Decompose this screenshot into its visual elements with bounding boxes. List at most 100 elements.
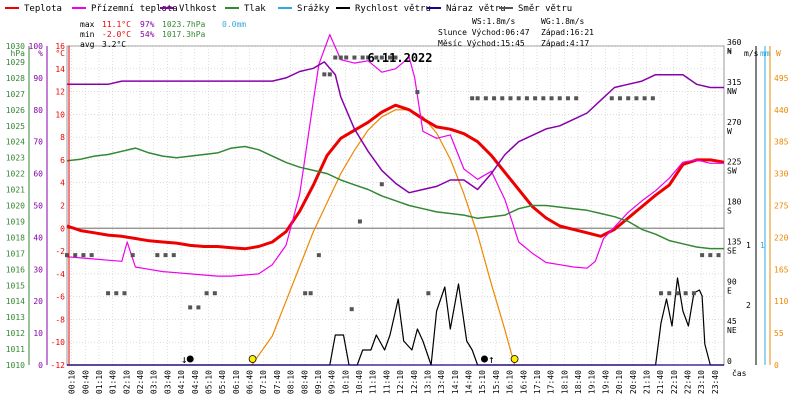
direction-tick-label: 225 [727,158,742,167]
x-tick-label: 04:40 [191,370,200,394]
percent-tick-label: 40 [33,233,43,242]
wind-direction-point [565,96,570,101]
x-tick-label: 21:40 [656,370,665,394]
wind-direction-point [557,96,562,101]
legend-label: Přízemní teplota [91,4,178,14]
direction-compass-label: NE [727,326,737,335]
wm2-tick-label: 0 [774,361,779,370]
x-tick-label: 14:40 [465,370,474,394]
celsius-tick-label: 14 [55,65,65,74]
hpa-tick-label: 1019 [6,217,25,226]
legend-label: Vlhkost [179,4,217,14]
wind-direction-point [609,96,614,101]
wind-direction-point [316,253,321,258]
wm2-tick-label: 165 [774,265,789,274]
direction-tick-label: 45 [727,317,737,326]
hpa-tick-label: 1010 [6,361,25,370]
hpa-tick-label: 1015 [6,281,25,290]
wind-direction-point [533,96,538,101]
stats-avg-temp: 3.2°C [102,40,126,49]
wind-direction-point [650,96,655,101]
legend-label: Tlak [244,4,266,14]
percent-tick-label: 10 [33,329,43,338]
wind-direction-point [374,55,379,60]
legend-label: Srážky [297,4,330,14]
sun-event-marker [510,355,519,363]
sun-moon-events: ↓ ↑ [181,353,519,366]
hpa-tick-label: 1017 [6,249,25,258]
direction-compass-label: S [727,207,732,216]
wind-direction-point [379,55,384,60]
wind-direction-point [388,55,393,60]
wind-direction-point [352,55,357,60]
x-tick-label: 01:40 [109,370,118,394]
percent-tick-label: 30 [33,265,43,274]
x-tick-label: 19:40 [601,370,610,394]
x-tick-label: 21:10 [642,370,651,394]
wind-direction-point [691,291,696,296]
wind-direction-point [308,291,313,296]
percent-tick-label: 90 [33,74,43,83]
hpa-tick-label: 1022 [6,170,25,179]
x-tick-label: 02:10 [122,370,131,394]
direction-tick-label: 0 [727,357,732,366]
moon-arrow-marker: ↑ [488,353,495,366]
celsius-tick-label: -4 [55,270,65,279]
wind-direction-point [303,291,308,296]
x-tick-label: 10:40 [355,370,364,394]
ms-tick-label: 1 [746,241,751,250]
wind-direction-point [617,96,622,101]
wind-direction-point [426,291,431,296]
celsius-tick-label: 2 [60,202,65,211]
hpa-tick-label: 1028 [6,74,25,83]
wind-direction-point [379,182,384,187]
wm2-tick-label: 385 [774,138,789,147]
wind-direction-point [470,96,475,101]
direction-tick-label: 270 [727,118,742,127]
x-tick-label: 17:10 [533,370,542,394]
direction-compass-label: E [727,286,732,295]
wind-direction-point [338,55,343,60]
stats-min-press: 1017.3hPa [162,30,206,39]
hpa-tick-label: 1020 [6,202,25,211]
stats-min-temp: -2.0°C [102,30,131,39]
wind-direction-point [357,219,362,224]
wind-direction-point [667,291,672,296]
moon-event-marker [186,355,194,363]
x-tick-label: 19:10 [588,370,597,394]
x-tick-label: 23:10 [697,370,706,394]
percent-tick-label: 70 [33,138,43,147]
mm-axis-label: mm [760,49,770,58]
x-tick-label: 15:40 [492,370,501,394]
percent-tick-label: 0 [38,361,43,370]
wind-direction-point [81,253,86,258]
wind-direction-point [483,96,488,101]
wind-direction-point [188,305,193,310]
ms-axis-label: m/s [744,49,759,58]
direction-compass-label: N [727,47,732,56]
x-tick-label: 16:10 [506,370,515,394]
stats-avg-label: avg [80,40,95,49]
celsius-tick-label: -6 [55,293,65,302]
legend: Teplota Přízemní teplota Vlhkost Tlak Srážky… [5,4,572,14]
wind-direction-point [106,291,111,296]
celsius-tick-label: -8 [55,315,65,324]
x-tick-label: 08:40 [300,370,309,394]
celsius-tick-label: 10 [55,110,65,119]
celsius-tick-label: 4 [60,179,65,188]
x-tick-label: 03:10 [150,370,159,394]
x-tick-label: 12:10 [396,370,405,394]
x-tick-label: 05:40 [218,370,227,394]
direction-tick-label: 180 [727,198,742,207]
sun-rise-info: Slunce Východ:06:47 [438,28,530,37]
series-line-vlhkost [67,61,724,194]
celsius-tick-label: 6 [60,156,65,165]
wind-direction-point [360,55,365,60]
hpa-tick-label: 1016 [6,265,25,274]
wind-speed-info: WS:1.8m/s [472,17,516,26]
hpa-tick-label: 1025 [6,122,25,131]
wind-direction-point [155,253,160,258]
series-line-teplota [66,103,725,251]
celsius-tick-label: 16 [55,42,65,51]
